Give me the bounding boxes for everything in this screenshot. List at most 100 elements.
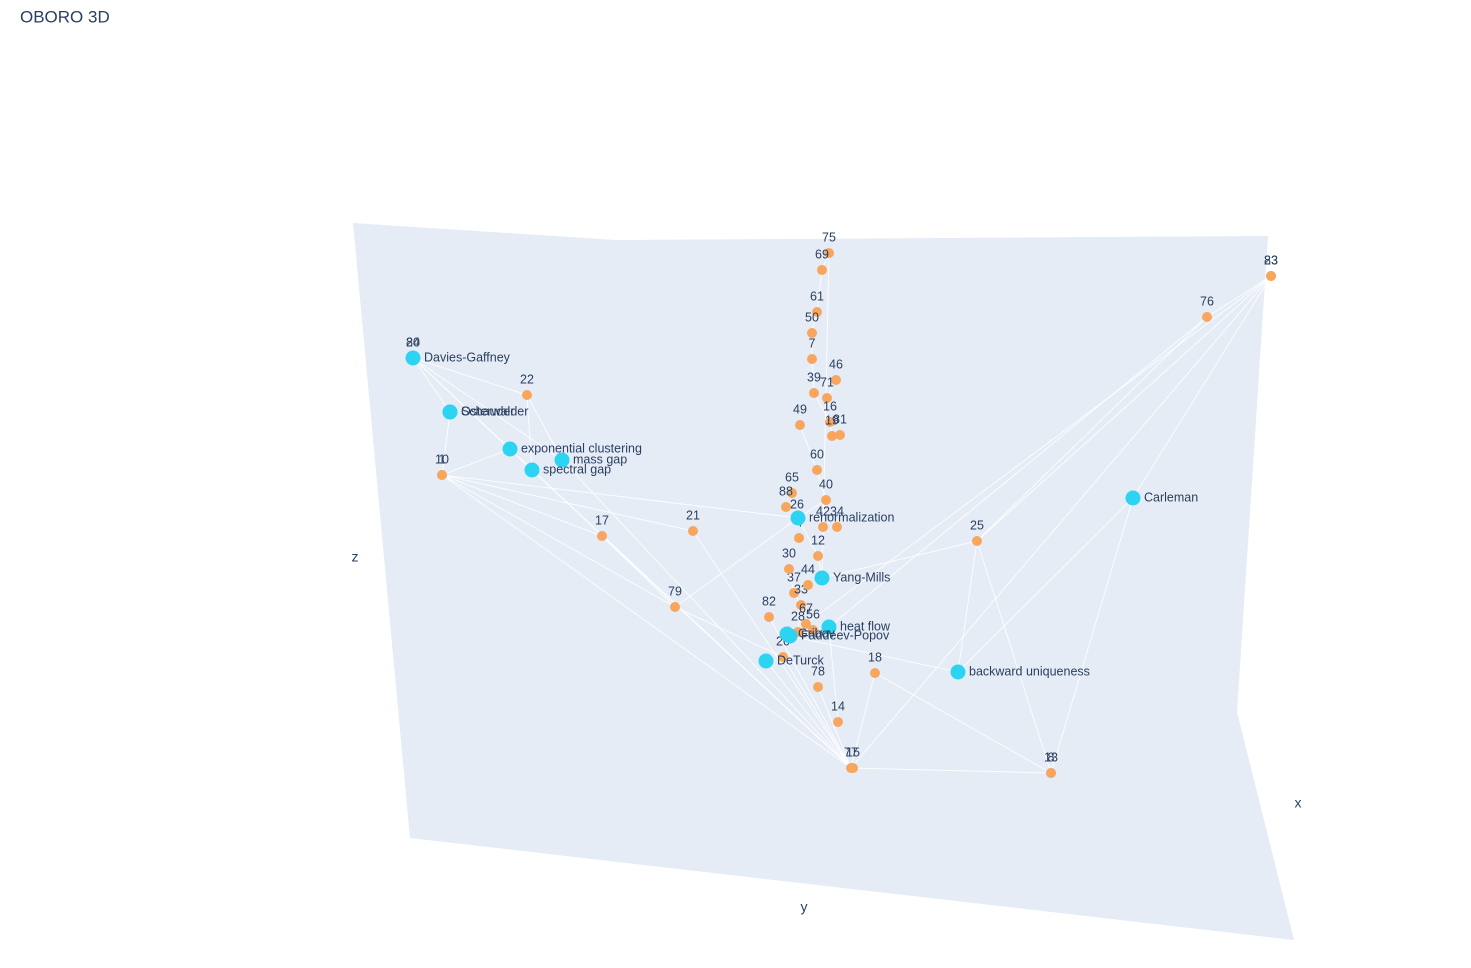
edge (768, 616, 852, 769)
node-label: 40 (819, 477, 833, 491)
numbered-node (825, 417, 835, 427)
concept-node (1125, 490, 1141, 506)
numbered-node (778, 652, 788, 662)
concept-node (790, 510, 806, 526)
edge (561, 459, 852, 769)
node-label: 28 (791, 609, 805, 623)
edge (976, 316, 1208, 542)
edge (789, 275, 1272, 637)
node-label: 61 (810, 289, 824, 303)
node-label: 22 (520, 372, 534, 386)
node-label: 13 (1044, 750, 1058, 764)
edge (412, 357, 451, 413)
numbered-node (807, 328, 817, 338)
numbered-node (803, 580, 813, 590)
node-label: 81 (833, 412, 847, 426)
node-label: 37 (787, 570, 801, 584)
node-label: 75 (822, 230, 836, 244)
edge (850, 672, 876, 769)
node-label: 76 (1200, 294, 1214, 308)
numbered-node (1202, 312, 1212, 322)
node-label: 77 (844, 745, 858, 759)
node-label: DeTurck (777, 653, 825, 667)
edge (674, 517, 799, 608)
concept-node (821, 619, 837, 635)
edge (816, 469, 827, 501)
edge (850, 275, 1272, 769)
edge (957, 540, 978, 673)
node-label: 56 (806, 607, 820, 621)
edge (441, 474, 676, 608)
axis-label: z (352, 549, 359, 565)
node-label: 1 (439, 452, 446, 466)
node-label: 19 (825, 413, 839, 427)
edge (957, 497, 1134, 673)
node-label: 24 (406, 335, 420, 349)
numbered-node (801, 619, 811, 629)
numbered-node (809, 388, 819, 398)
numbered-node (787, 488, 797, 498)
node-label: 15 (846, 745, 860, 759)
edge (1132, 275, 1272, 499)
node-label: Davies-Gaffney (424, 350, 511, 364)
node-label: 26 (790, 497, 804, 511)
node-label: 23 (1264, 253, 1278, 267)
numbered-node (597, 531, 607, 541)
numbered-node (817, 265, 827, 275)
edge (412, 357, 563, 461)
edge (782, 656, 852, 769)
numbered-node (813, 682, 823, 692)
edge (692, 530, 852, 769)
concept-node (524, 462, 540, 478)
node-label: 69 (815, 247, 829, 261)
numbered-node (784, 564, 794, 574)
numbered-node (795, 420, 805, 430)
edge (799, 424, 818, 471)
node-label: 88 (779, 484, 793, 498)
numbered-node (833, 717, 843, 727)
node-label: Osterwalder (461, 404, 528, 418)
edge (976, 275, 1272, 542)
numbered-node (1046, 768, 1056, 778)
concept-node (442, 404, 458, 420)
numbered-node (870, 668, 880, 678)
numbered-node (818, 522, 828, 532)
node-label: 39 (807, 370, 821, 384)
node-label: 44 (801, 562, 815, 576)
numbered-node (822, 393, 832, 403)
edge (789, 635, 959, 673)
concept-node (554, 452, 570, 468)
numbered-node (813, 551, 823, 561)
edge (1206, 275, 1272, 318)
node-label: 82 (762, 594, 776, 608)
node-label: 78 (811, 664, 825, 678)
node-label: 49 (793, 402, 807, 416)
node-label: Faddeev-Popov (801, 628, 890, 642)
edge (674, 606, 784, 658)
edge (509, 448, 852, 769)
edge (816, 269, 823, 313)
edge (441, 474, 799, 519)
edge (765, 660, 852, 769)
numbered-node (812, 307, 822, 317)
edge (821, 540, 978, 579)
node-label: 80 (406, 335, 420, 349)
numbered-node (972, 536, 982, 546)
edge (813, 392, 831, 423)
concept-node (950, 664, 966, 680)
edge (441, 411, 451, 476)
node-label: 7 (809, 336, 816, 350)
node-label: Carleman (1144, 490, 1198, 504)
edge (850, 767, 1052, 774)
numbered-node (796, 600, 806, 610)
node-label: 34 (830, 504, 844, 518)
numbered-node (807, 354, 817, 364)
node-label: 8 (1048, 750, 1055, 764)
edge (976, 540, 1052, 774)
node-label: heat flow (840, 619, 891, 633)
node-label: Gribov (798, 626, 836, 640)
node-label: 60 (810, 447, 824, 461)
node-label: 21 (686, 508, 700, 522)
edge (828, 626, 839, 723)
